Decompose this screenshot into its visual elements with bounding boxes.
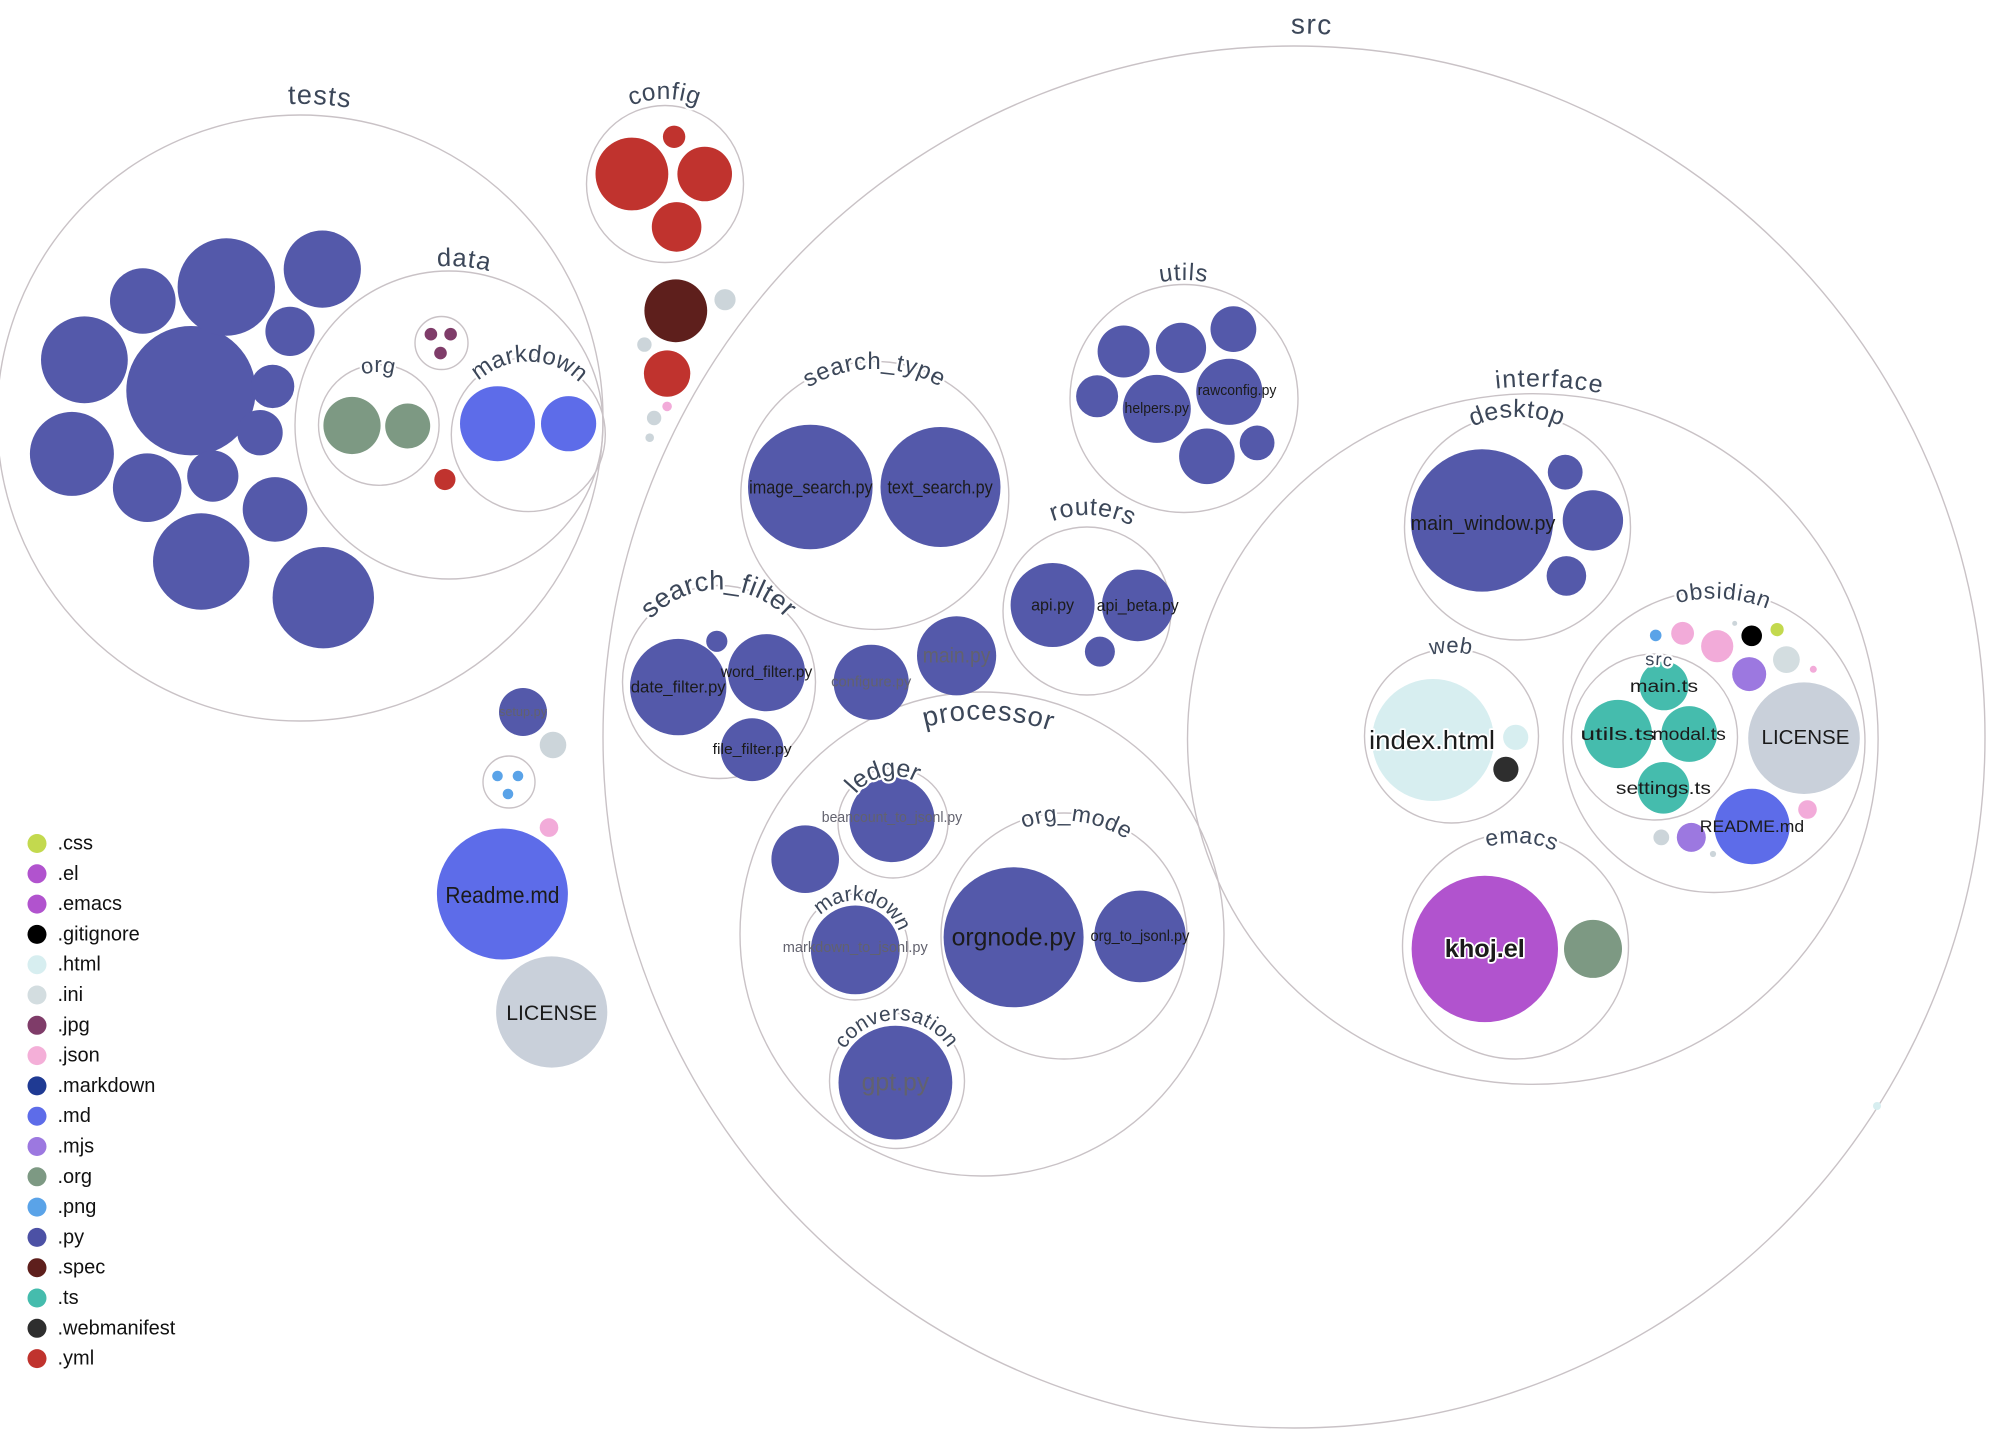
svg-text:setup.py: setup.py [499, 705, 548, 719]
svg-text:.webmanifest: .webmanifest [58, 1317, 176, 1339]
svg-text:api.py: api.py [1031, 596, 1074, 615]
svg-text:main.py: main.py [923, 644, 991, 667]
svg-text:gpt.py: gpt.py [862, 1069, 930, 1097]
svg-text:file_filter.py: file_filter.py [713, 741, 793, 758]
svg-text:.el: .el [58, 863, 79, 885]
svg-text:orgnode.py: orgnode.py [952, 923, 1076, 951]
svg-text:.yml: .yml [58, 1348, 95, 1370]
svg-text:khoj.el: khoj.el [1445, 935, 1525, 963]
svg-text:helpers.py: helpers.py [1125, 401, 1190, 417]
svg-text:markdown_to_jsonl.py: markdown_to_jsonl.py [783, 940, 929, 956]
svg-text:beancount_to_jsonl.py: beancount_to_jsonl.py [822, 810, 963, 826]
svg-text:image_search.py: image_search.py [749, 477, 873, 499]
svg-text:text_search.py: text_search.py [887, 477, 993, 499]
svg-text:desktop: desktop [1465, 395, 1570, 432]
svg-text:.emacs: .emacs [58, 893, 122, 915]
svg-text:.py: .py [58, 1226, 85, 1248]
svg-text:org: org [358, 352, 399, 379]
svg-text:.png: .png [58, 1196, 97, 1218]
svg-text:emacs: emacs [1482, 822, 1563, 856]
svg-text:api_beta.py: api_beta.py [1097, 596, 1179, 615]
svg-text:web: web [1426, 632, 1475, 659]
svg-text:data: data [437, 244, 495, 277]
svg-text:main_window.py: main_window.py [1411, 513, 1556, 535]
svg-text:.md: .md [58, 1105, 91, 1127]
svg-text:date_filter.py: date_filter.py [631, 678, 726, 697]
svg-text:markdown: markdown [466, 340, 594, 388]
svg-text:utils: utils [1157, 259, 1211, 288]
svg-text:.css: .css [58, 833, 94, 855]
svg-text:word_filter.py: word_filter.py [720, 664, 812, 681]
svg-text:.ini: .ini [58, 984, 84, 1006]
svg-text:org_to_jsonl.py: org_to_jsonl.py [1091, 928, 1190, 945]
svg-text:.markdown: .markdown [58, 1075, 156, 1097]
svg-text:LICENSE: LICENSE [1762, 726, 1850, 749]
svg-text:.spec: .spec [58, 1257, 106, 1279]
svg-text:tests: tests [288, 80, 355, 114]
svg-text:utils.ts: utils.ts [1580, 724, 1655, 744]
svg-text:LICENSE: LICENSE [506, 1001, 597, 1025]
svg-text:README.md: README.md [1700, 817, 1804, 836]
svg-text:obsidian: obsidian [1673, 577, 1776, 614]
svg-text:settings.ts: settings.ts [1616, 778, 1711, 798]
svg-text:search_type: search_type [798, 348, 951, 393]
svg-text:search_filter: search_filter [634, 565, 804, 623]
svg-text:processor: processor [919, 694, 1059, 737]
svg-text:.html: .html [58, 954, 101, 976]
svg-text:Readme.md: Readme.md [445, 882, 559, 908]
svg-text:index.html: index.html [1369, 725, 1495, 755]
svg-text:.ts: .ts [58, 1287, 79, 1309]
svg-text:src: src [1645, 649, 1676, 671]
svg-text:org_mode: org_mode [1017, 800, 1138, 844]
svg-text:configure.py: configure.py [831, 674, 912, 690]
svg-text:src: src [1291, 8, 1334, 40]
svg-text:routers: routers [1046, 493, 1142, 532]
svg-text:config: config [624, 78, 705, 111]
svg-text:modal.ts: modal.ts [1653, 724, 1727, 744]
svg-text:.json: .json [58, 1045, 100, 1067]
svg-text:rawconfig.py: rawconfig.py [1198, 383, 1278, 399]
svg-text:main.ts: main.ts [1630, 676, 1699, 696]
svg-text:.gitignore: .gitignore [58, 923, 140, 945]
svg-text:.org: .org [58, 1166, 92, 1188]
svg-text:.jpg: .jpg [58, 1014, 90, 1036]
svg-text:.mjs: .mjs [58, 1136, 95, 1158]
